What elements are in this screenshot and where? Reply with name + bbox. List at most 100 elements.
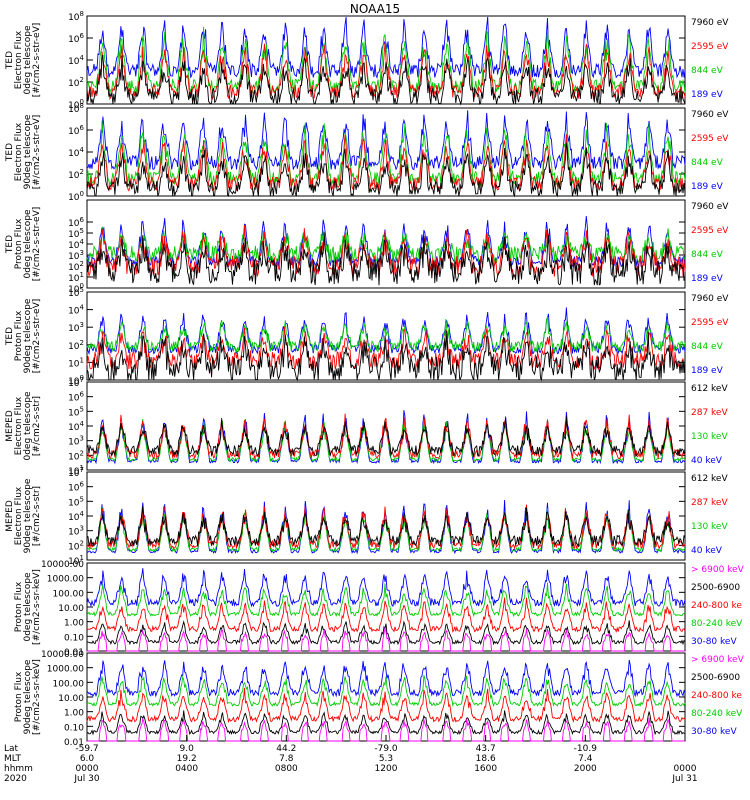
- y-axis-label: [#/cm2-s-sr-keV]: [32, 659, 42, 735]
- y-axis-label: Electron Flux: [14, 486, 24, 545]
- series-trace: [86, 659, 686, 698]
- series-trace: [86, 582, 686, 618]
- y-tick-label: 1.00: [64, 619, 84, 629]
- y-tick-label: 103: [68, 321, 84, 334]
- legend-entry: 287 keV: [691, 408, 728, 418]
- legend-entry: 844 eV: [691, 66, 724, 76]
- legend-entry: 7960 eV: [691, 18, 729, 28]
- y-axis-label: [#/cm2-s-str]: [32, 396, 42, 456]
- legend-entry: 240-800 ke: [691, 601, 742, 611]
- legend-entry: 287 keV: [691, 498, 728, 508]
- y-tick-label: 1000.00: [47, 665, 84, 675]
- y-tick-label: 1000.00: [47, 575, 84, 585]
- x-axis-value: 2000: [574, 764, 597, 774]
- panel-8: 0.01 0.10 1.00 10.00 100.00 1000.00 10000.00 Pr…: [14, 650, 745, 748]
- series-trace: [86, 710, 686, 736]
- x-axis-value: 0400: [175, 764, 198, 774]
- series-trace: [86, 506, 686, 548]
- x-axis-value: 0000: [76, 764, 99, 774]
- y-axis-label: [#/cm2-s-sr-keV]: [32, 569, 42, 645]
- y-axis-label: [#/cm2-s-str-eV]: [32, 207, 42, 282]
- y-axis-label: Proton Flux: [14, 218, 24, 269]
- series-trace: [86, 568, 686, 608]
- y-tick-label: 102: [68, 168, 84, 181]
- y-tick-label: 105: [68, 495, 84, 508]
- series-trace: [86, 687, 686, 724]
- y-tick-label: 104: [68, 304, 84, 317]
- y-tick-label: 104: [68, 146, 84, 159]
- y-tick-label: 101: [68, 356, 84, 369]
- x-axis-value: 1200: [375, 764, 398, 774]
- legend-entry: 80-240 keV: [691, 709, 743, 719]
- y-tick-label: 104: [68, 54, 84, 67]
- y-tick-label: 102: [68, 539, 84, 552]
- y-axis-label: 90deg telescope: [23, 114, 33, 189]
- y-axis-label: TED: [5, 235, 15, 254]
- x-axis-value: 43.7: [476, 744, 496, 754]
- y-tick-label: 100.00: [53, 679, 85, 689]
- x-axis-value: -79.0: [374, 744, 398, 754]
- legend-entry: 2500-6900: [691, 673, 740, 683]
- y-axis-label: TED: [5, 327, 15, 346]
- legend-entry: 612 keV: [691, 474, 728, 484]
- x-axis-value: 5.3: [379, 754, 393, 764]
- y-axis-label: [#/cm2-s-str]: [32, 486, 42, 546]
- y-tick-label: 106: [68, 32, 84, 45]
- series-trace: [86, 143, 686, 198]
- x-axis-value: 7.8: [279, 754, 294, 764]
- y-tick-label: 10000.00: [41, 650, 84, 660]
- y-axis-label: MEPED: [5, 410, 15, 442]
- series-trace: [86, 597, 686, 634]
- x-axis-row-label: hhmm: [4, 764, 33, 774]
- y-tick-label: 100.00: [53, 589, 85, 599]
- y-axis-label: [#/cm2-s-str-eV]: [32, 23, 42, 98]
- y-tick-label: 10000.00: [41, 560, 84, 570]
- y-axis-label: TED: [5, 51, 15, 70]
- x-axis-value: -10.9: [574, 744, 598, 754]
- legend-entry: 40 keV: [691, 456, 723, 466]
- y-tick-label: 103: [68, 525, 84, 538]
- x-axis-value: 44.2: [276, 744, 296, 754]
- series-trace: [87, 626, 685, 652]
- legend-entry: 130 keV: [691, 432, 728, 442]
- x-axis-value: 9.0: [180, 744, 195, 754]
- legend-entry: 844 eV: [691, 250, 724, 260]
- x-axis-value: 19.2: [177, 754, 197, 764]
- y-tick-label: 10.00: [58, 694, 84, 704]
- y-tick-label: 102: [68, 339, 84, 352]
- legend-entry: 80-240 keV: [691, 619, 743, 629]
- legend-entry: > 6900 keV: [691, 655, 745, 665]
- y-tick-label: 0.01: [64, 738, 84, 748]
- series-trace: [86, 232, 686, 286]
- legend-entry: 2595 eV: [691, 134, 729, 144]
- series-trace: [86, 54, 686, 106]
- x-axis-value: 7.4: [578, 754, 593, 764]
- x-axis-value: Jul 31: [671, 774, 697, 784]
- panel-7: 0.01 0.10 1.00 10.00 100.00 1000.00 10000.00 Pr…: [14, 560, 745, 658]
- legend-entry: 2595 eV: [691, 226, 729, 236]
- legend-entry: 189 eV: [691, 366, 724, 376]
- series-trace: [87, 620, 686, 646]
- y-axis-label: [#/cm2-s-str-eV]: [32, 299, 42, 374]
- legend-entry: 7960 eV: [691, 294, 729, 304]
- x-axis-row-label: 2020: [4, 774, 27, 784]
- legend-entry: 7960 eV: [691, 110, 729, 120]
- legend-entry: 844 eV: [691, 342, 724, 352]
- series-trace: [86, 307, 686, 356]
- legend-entry: 30-80 keV: [691, 637, 737, 647]
- y-axis-label: Electron Flux: [14, 122, 24, 181]
- legend-entry: 2595 eV: [691, 318, 729, 328]
- y-tick-label: 104: [68, 420, 84, 433]
- y-axis-label: 90deg telescope: [23, 659, 33, 734]
- y-tick-label: 100: [68, 190, 84, 203]
- series-trace: [86, 110, 686, 171]
- x-axis-value: Jul 30: [73, 774, 99, 784]
- y-axis-label: Electron Flux: [14, 30, 24, 89]
- legend-entry: 189 eV: [691, 90, 724, 100]
- y-axis-label: 0deg telescope: [23, 209, 33, 279]
